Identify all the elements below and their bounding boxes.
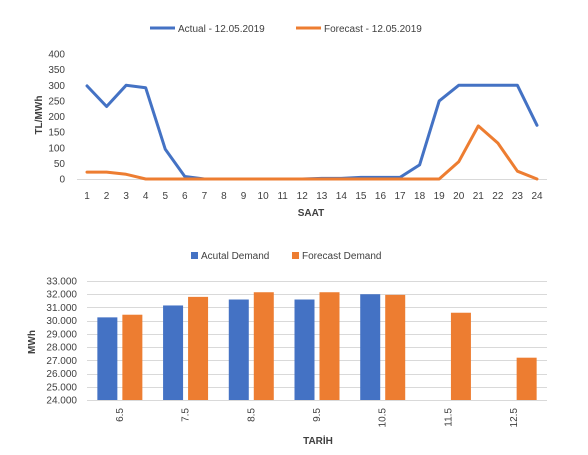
bar-chart-x-tick-label: 12.5 (509, 408, 520, 428)
line-chart-x-tick-label: 12 (297, 191, 309, 202)
legend-swatch-actual-demand (191, 252, 198, 259)
line-chart-x-tick-label: 16 (375, 191, 387, 202)
legend-label-actual-demand: Acutal Demand (201, 251, 269, 262)
bar-chart-gridlines (87, 281, 547, 401)
line-chart-x-tick-label: 3 (123, 191, 129, 202)
legend-label-actual: Actual - 12.05.2019 (178, 24, 265, 35)
bar-chart-y-tick-label: 25.000 (46, 382, 77, 393)
bar-chart-y-axis-title: MWh (27, 330, 38, 354)
line-chart-x-axis-title: SAAT (298, 208, 324, 219)
line-chart-x-tick-label: 5 (162, 191, 168, 202)
line-chart-x-tick-label: 14 (336, 191, 348, 202)
line-chart-x-tick-label: 6 (182, 191, 188, 202)
actual-demand-bar (163, 305, 184, 400)
line-chart-x-tick-label: 10 (258, 191, 270, 202)
line-chart-x-tick-label: 13 (316, 191, 328, 202)
line-chart-x-tick-label: 2 (104, 191, 110, 202)
bar-chart-y-tick-label: 31.000 (46, 303, 77, 314)
line-chart-x-tick-label: 9 (241, 191, 247, 202)
line-chart-y-tick-label: 300 (48, 81, 65, 92)
line-chart-y-tick-label: 350 (48, 65, 65, 76)
bar-chart-y-tick-label: 24.000 (46, 396, 77, 407)
line-chart-x-tick-label: 1 (84, 191, 90, 202)
line-chart-x-tick-label: 17 (394, 191, 406, 202)
bar-chart-x-tick-label: 7.5 (181, 408, 192, 422)
line-chart-x-tick-label: 19 (434, 191, 446, 202)
line-chart-y-tick-label: 50 (54, 159, 66, 170)
bar-chart-y-ticks: 24.000 25.000 26.000 27.000 28.000 29.000 30.0… (46, 277, 77, 407)
actual-demand-bar (228, 299, 249, 400)
bar-chart-y-tick-label: 33.000 (46, 277, 77, 288)
bar-chart-x-tick-label: 6.5 (115, 408, 126, 422)
bar-chart: Acutal Demand Forecast Demand MWh TARİH … (27, 251, 547, 447)
line-chart-x-ticks: 1 2 3 4 5 6 7 8 9 10 11 12 13 14 15 16 17 18 19 20 21 22 23 24 (84, 191, 543, 202)
actual-series-line (85, 83, 539, 181)
bar-chart-legend: Acutal Demand Forecast Demand (191, 251, 381, 262)
forecast-demand-bar (516, 357, 537, 400)
forecast-demand-bar (253, 292, 274, 400)
actual-demand-bar (97, 317, 118, 400)
line-chart-y-ticks: 0 50 100 150 200 250 300 350 400 (48, 50, 65, 186)
legend-label-forecast: Forecast - 12.05.2019 (324, 24, 422, 35)
line-chart-x-tick-label: 23 (512, 191, 524, 202)
line-chart-y-tick-label: 150 (48, 128, 65, 139)
forecast-demand-bar (319, 292, 340, 400)
forecast-demand-bar (385, 294, 406, 400)
line-chart-x-tick-label: 7 (202, 191, 208, 202)
forecast-demand-bar (188, 296, 209, 400)
line-chart-y-axis-title: TL/MWh (34, 96, 45, 135)
bar-chart-x-tick-label: 11.5 (443, 408, 454, 427)
line-chart-legend: Actual - 12.05.2019 Forecast - 12.05.201… (150, 24, 422, 35)
legend-swatch-forecast-demand (292, 252, 299, 259)
bar-chart-x-tick-label: 10.5 (378, 408, 389, 428)
bar-chart-y-tick-label: 28.000 (46, 343, 77, 354)
line-chart-x-tick-label: 24 (531, 191, 543, 202)
forecast-series-line (85, 124, 539, 181)
line-chart-x-tick-label: 15 (355, 191, 367, 202)
line-chart-y-tick-label: 100 (48, 143, 65, 154)
bar-chart-x-axis-title: TARİH (303, 434, 333, 447)
line-chart-x-tick-label: 8 (221, 191, 227, 202)
bar-chart-bars (97, 292, 537, 400)
line-chart-series (85, 83, 539, 181)
actual-demand-bar (360, 294, 381, 400)
bar-chart-x-tick-label: 9.5 (312, 408, 323, 422)
line-chart-y-tick-label: 0 (59, 175, 65, 186)
forecast-demand-bar (450, 312, 471, 400)
bar-chart-x-tick-label: 8.5 (246, 408, 257, 422)
forecast-demand-bar (122, 314, 143, 400)
bar-chart-y-tick-label: 32.000 (46, 290, 77, 301)
legend-label-forecast-demand: Forecast Demand (302, 251, 381, 262)
line-chart-y-tick-label: 200 (48, 112, 65, 123)
bar-chart-x-ticks: 6.5 7.5 8.5 9.5 10.5 11.5 12.5 (115, 408, 520, 428)
bar-chart-y-tick-label: 29.000 (46, 329, 77, 340)
bar-chart-y-tick-label: 30.000 (46, 316, 77, 327)
line-chart-x-tick-label: 4 (143, 191, 149, 202)
line-chart-x-tick-label: 21 (473, 191, 485, 202)
bar-chart-y-tick-label: 27.000 (46, 356, 77, 367)
line-chart: Actual - 12.05.2019 Forecast - 12.05.201… (34, 24, 547, 219)
bar-chart-y-tick-label: 26.000 (46, 369, 77, 380)
line-chart-x-tick-label: 11 (277, 191, 288, 202)
line-chart-x-tick-label: 22 (492, 191, 504, 202)
line-chart-y-tick-label: 250 (48, 96, 65, 107)
actual-demand-bar (294, 299, 315, 400)
line-chart-x-tick-label: 18 (414, 191, 426, 202)
line-chart-y-tick-label: 400 (48, 50, 65, 61)
line-chart-x-tick-label: 20 (453, 191, 465, 202)
